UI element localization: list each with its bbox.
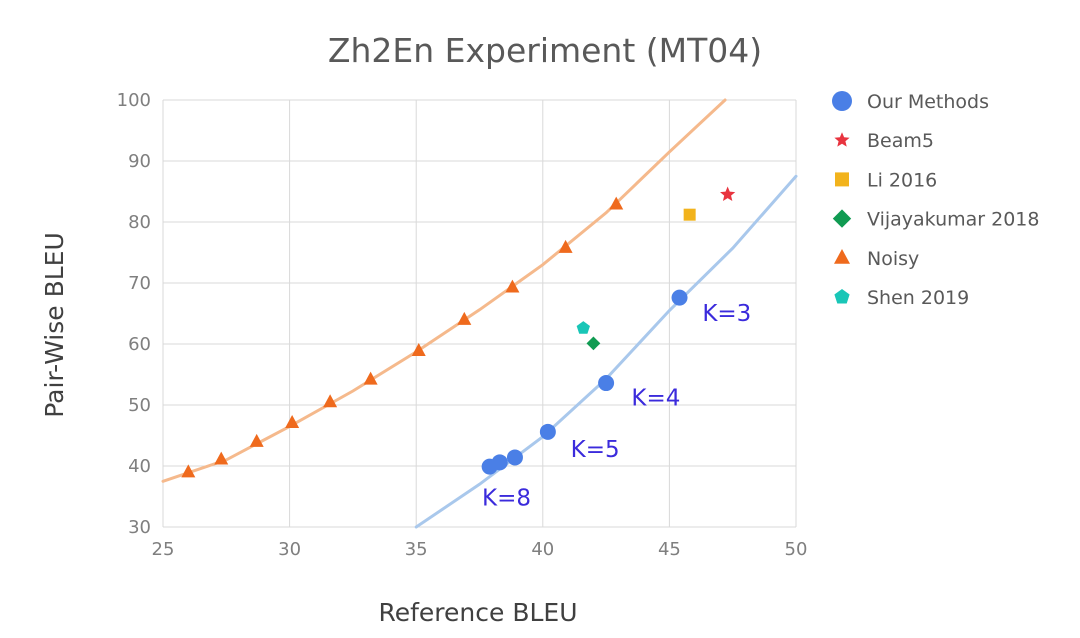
point-vijayakumar-2018-0 <box>586 336 601 351</box>
trendline-our-methods <box>414 174 798 529</box>
annotation-k3: K=3 <box>702 301 751 327</box>
y-tick-label-70: 70 <box>128 273 151 294</box>
x-tick-label-30: 30 <box>278 539 301 560</box>
annotations: K=3 K=4 K=5 K=8 <box>482 301 751 512</box>
point-noisy-3 <box>285 414 300 428</box>
y-tick-label-50: 50 <box>128 395 151 416</box>
legend-marker-our-methods <box>832 91 852 111</box>
x-tick-label-35: 35 <box>405 539 428 560</box>
annotation-k5: K=5 <box>571 437 620 463</box>
point-noisy-7 <box>457 311 472 325</box>
chart-title: Zh2En Experiment (MT04) <box>328 31 762 70</box>
point-our-methods-3 <box>506 449 523 466</box>
x-axis-label: Reference BLEU <box>378 598 577 627</box>
legend-label-li-2016: Li 2016 <box>867 169 937 191</box>
point-noisy-5 <box>363 371 378 385</box>
x-tick-label-45: 45 <box>658 539 681 560</box>
legend-marker-vijayakumar-2018 <box>832 209 852 228</box>
point-beam5-0 <box>720 186 736 202</box>
legend-label-our-methods: Our Methods <box>867 91 989 113</box>
legend-marker-li-2016 <box>835 172 849 187</box>
point-our-methods-5 <box>481 458 498 475</box>
legend: Our Methods Beam5 Li 2016 Vijayakumar 2018 N… <box>832 91 1039 309</box>
legend-label-beam5: Beam5 <box>867 130 934 152</box>
point-our-methods-0 <box>671 289 688 306</box>
y-tick-label-80: 80 <box>128 212 151 233</box>
point-noisy-8 <box>505 279 520 293</box>
legend-label-vijayakumar-2018: Vijayakumar 2018 <box>867 209 1039 231</box>
y-tick-label-30: 30 <box>128 517 151 538</box>
point-noisy-1 <box>214 451 229 465</box>
x-tick-label-50: 50 <box>785 539 808 560</box>
x-tick-label-40: 40 <box>531 539 554 560</box>
legend-label-shen-2019: Shen 2019 <box>867 287 969 309</box>
annotation-k4: K=4 <box>631 386 680 412</box>
point-noisy-9 <box>558 239 573 253</box>
point-noisy-6 <box>411 343 426 356</box>
trendlines <box>161 98 798 529</box>
annotation-k8: K=8 <box>482 486 531 512</box>
legend-marker-beam5 <box>834 132 850 147</box>
point-noisy-10 <box>609 196 624 210</box>
point-noisy-2 <box>249 433 264 447</box>
y-tick-label-90: 90 <box>128 151 151 172</box>
y-tick-label-60: 60 <box>128 334 151 355</box>
point-our-methods-2 <box>539 423 556 440</box>
y-tick-label-40: 40 <box>128 456 151 477</box>
point-li-2016-0 <box>683 208 696 221</box>
y-tick-label-100: 100 <box>117 90 151 111</box>
point-noisy-0 <box>181 464 196 478</box>
point-shen-2019-0 <box>576 321 590 334</box>
point-our-methods-1 <box>598 375 615 392</box>
legend-label-noisy: Noisy <box>867 248 919 270</box>
y-axis-label: Pair-Wise BLEU <box>40 232 69 418</box>
grid <box>162 99 797 528</box>
data-points <box>181 186 736 478</box>
legend-marker-shen-2019 <box>834 289 850 304</box>
trendline-noisy <box>161 98 727 483</box>
x-tick-label-25: 25 <box>152 539 175 560</box>
point-noisy-4 <box>323 394 338 408</box>
legend-marker-noisy <box>834 249 850 264</box>
